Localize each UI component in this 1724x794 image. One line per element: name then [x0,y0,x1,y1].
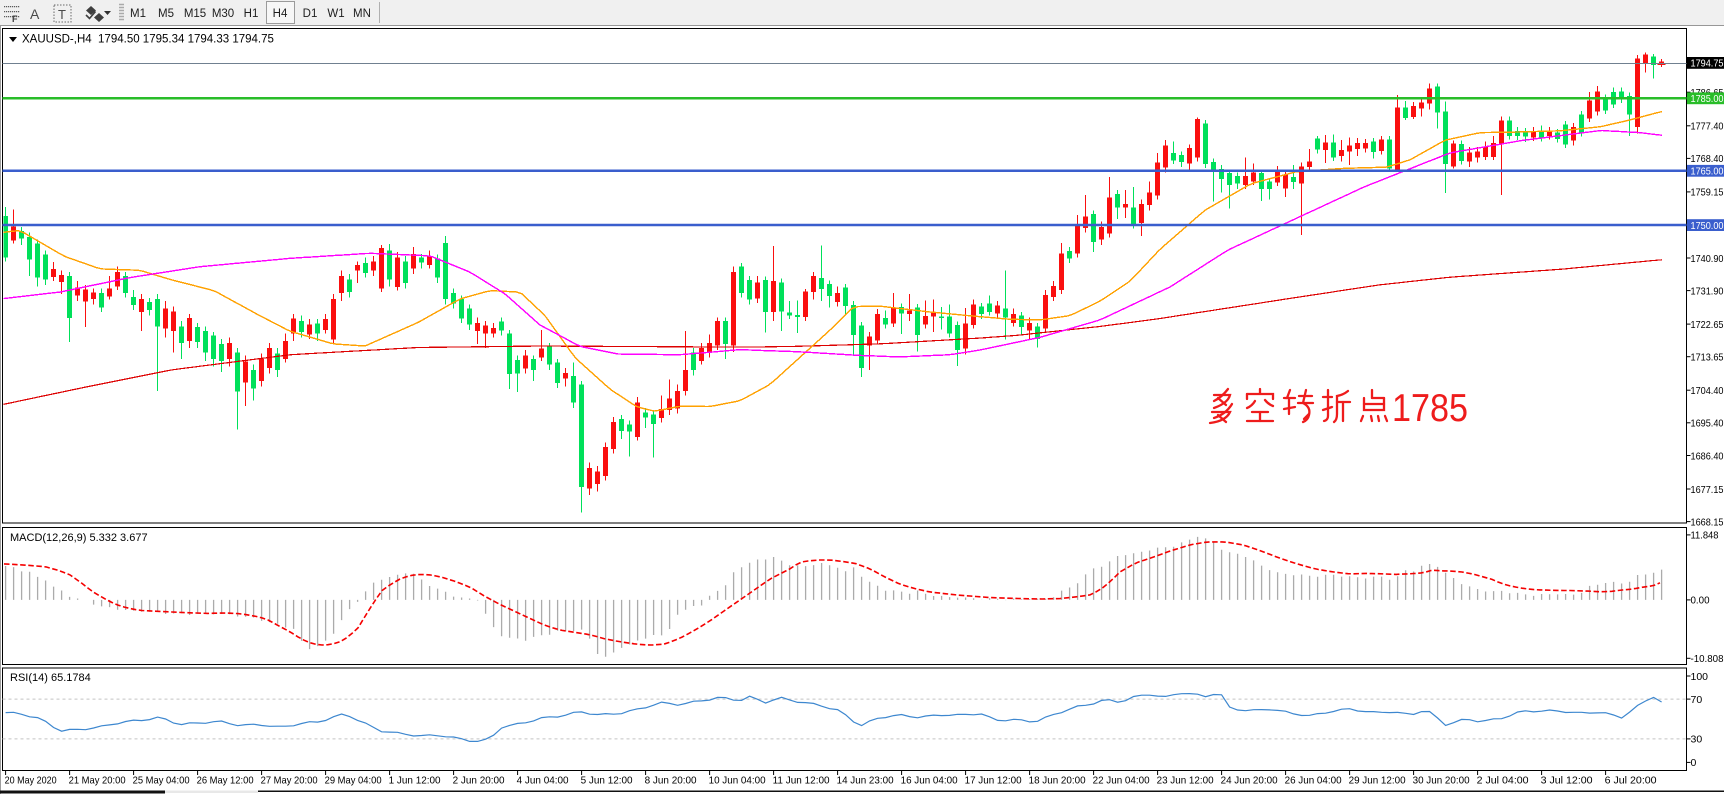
svg-text:1740.90: 1740.90 [1691,253,1724,265]
svg-text:A: A [30,6,40,22]
svg-text:100: 100 [1691,671,1709,683]
svg-text:H1: H1 [244,8,259,20]
svg-text:1794.75: 1794.75 [1691,58,1724,70]
svg-text:MN: MN [353,8,371,20]
svg-text:4 Jun 04:00: 4 Jun 04:00 [517,775,569,787]
svg-text:6 Jul 20:00: 6 Jul 20:00 [1605,775,1657,787]
svg-text:30: 30 [1691,734,1703,746]
svg-text:5 Jun 12:00: 5 Jun 12:00 [581,775,633,787]
svg-text:29 May 04:00: 29 May 04:00 [325,775,382,787]
svg-text:26 Jun 04:00: 26 Jun 04:00 [1285,775,1342,787]
svg-text:1722.65: 1722.65 [1691,319,1724,331]
svg-text:27 May 20:00: 27 May 20:00 [261,775,318,787]
svg-text:1777.40: 1777.40 [1691,121,1724,133]
svg-text:F: F [12,14,18,24]
svg-text:1759.15: 1759.15 [1691,187,1724,199]
svg-text:22 Jun 04:00: 22 Jun 04:00 [1093,775,1150,787]
svg-text:23 Jun 12:00: 23 Jun 12:00 [1157,775,1214,787]
svg-text:M5: M5 [158,8,174,20]
svg-text:26 May 12:00: 26 May 12:00 [197,775,254,787]
svg-text:30 Jun 20:00: 30 Jun 20:00 [1413,775,1470,787]
svg-text:1704.40: 1704.40 [1691,385,1724,397]
svg-text:XAUUSD-,H4 1794.50 1795.34 17: XAUUSD-,H4 1794.50 1795.34 1794.33 1794.… [22,34,274,46]
svg-text:1695.40: 1695.40 [1691,418,1724,430]
svg-text:T: T [58,7,66,22]
svg-text:17 Jun 12:00: 17 Jun 12:00 [965,775,1022,787]
svg-text:1713.65: 1713.65 [1691,352,1724,364]
svg-text:3 Jul 12:00: 3 Jul 12:00 [1541,775,1593,787]
svg-text:10 Jun 04:00: 10 Jun 04:00 [709,775,766,787]
svg-text:8 Jun 20:00: 8 Jun 20:00 [645,775,697,787]
svg-text:H4: H4 [273,8,288,20]
svg-text:29 Jun 12:00: 29 Jun 12:00 [1349,775,1406,787]
svg-text:0: 0 [1691,757,1697,769]
svg-text:RSI(14) 65.1784: RSI(14) 65.1784 [10,672,91,684]
svg-text:0.00: 0.00 [1691,595,1710,607]
svg-text:14 Jun 23:00: 14 Jun 23:00 [837,775,894,787]
svg-text:1677.15: 1677.15 [1691,484,1724,496]
svg-text:1765.00: 1765.00 [1691,166,1724,178]
svg-text:MACD(12,26,9) 5.332 3.677: MACD(12,26,9) 5.332 3.677 [10,532,148,544]
svg-text:1668.15: 1668.15 [1691,516,1724,528]
svg-text:16 Jun 04:00: 16 Jun 04:00 [901,775,958,787]
svg-text:W1: W1 [327,8,344,20]
svg-text:25 May 04:00: 25 May 04:00 [133,775,190,787]
svg-text:-10.808: -10.808 [1691,653,1724,665]
svg-text:11 Jun 12:00: 11 Jun 12:00 [773,775,830,787]
svg-text:18 Jun 20:00: 18 Jun 20:00 [1029,775,1086,787]
svg-text:1750.00: 1750.00 [1691,220,1724,232]
svg-text:1768.40: 1768.40 [1691,153,1724,165]
svg-text:21 May 20:00: 21 May 20:00 [69,775,126,787]
svg-text:M15: M15 [184,8,206,20]
svg-text:20 May 2020: 20 May 2020 [5,775,57,787]
svg-text:M1: M1 [130,8,146,20]
svg-text:M30: M30 [212,8,234,20]
svg-text:1 Jun 12:00: 1 Jun 12:00 [389,775,441,787]
svg-text:24 Jun 20:00: 24 Jun 20:00 [1221,775,1278,787]
svg-text:2 Jul 04:00: 2 Jul 04:00 [1477,775,1529,787]
svg-text:2 Jun 20:00: 2 Jun 20:00 [453,775,505,787]
svg-text:1686.40: 1686.40 [1691,450,1724,462]
svg-text:11.848: 11.848 [1691,530,1719,542]
svg-text:1785: 1785 [1392,387,1468,430]
svg-text:D1: D1 [303,8,318,20]
svg-text:70: 70 [1691,694,1703,706]
svg-text:1731.90: 1731.90 [1691,285,1724,297]
svg-text:1785.00: 1785.00 [1691,93,1724,105]
